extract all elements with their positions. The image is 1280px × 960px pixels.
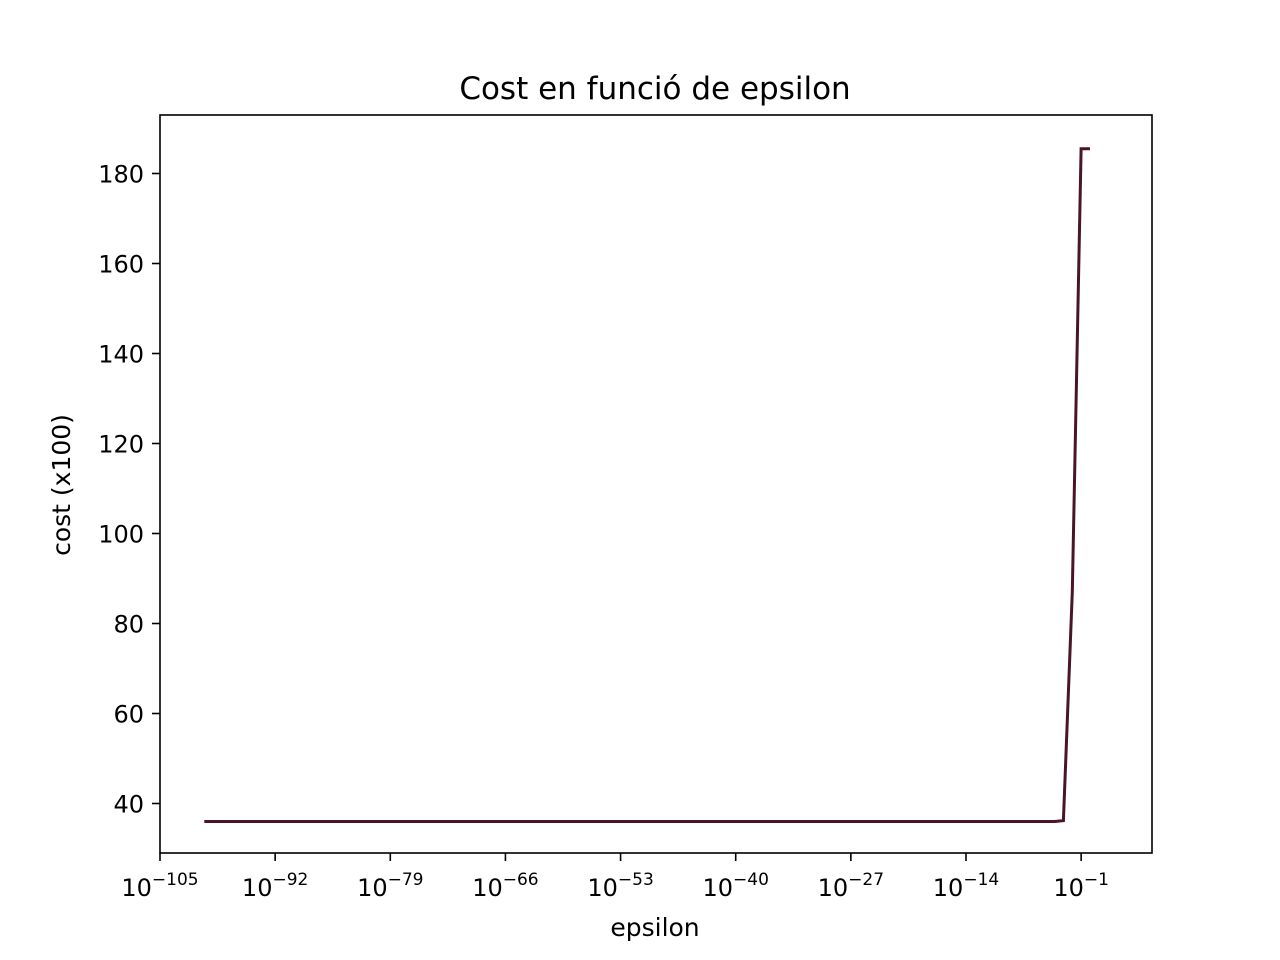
series-line: [204, 147, 1090, 823]
x-tick-exponent: −79: [388, 870, 424, 890]
x-tick-exponent: −92: [272, 870, 308, 890]
plot-area: 10−105 10−92 10−79 10−66 10−53 10−40 10−27 10−1…: [98, 114, 1153, 902]
y-tick-label: 180: [98, 161, 144, 189]
y-tick-label: 140: [98, 341, 144, 369]
y-tick-label: 40: [113, 791, 144, 819]
x-tick-exponent: −1: [1084, 870, 1109, 890]
x-tick-exponent: −105: [152, 870, 199, 890]
x-tick-exponent: −14: [963, 870, 999, 890]
x-tick-exponent: −27: [848, 870, 884, 890]
x-tick-label: 10−92: [242, 870, 308, 902]
x-tick-label: 10−79: [357, 870, 423, 902]
x-tick-label: 10−27: [818, 870, 884, 902]
x-tick-base: 10: [357, 874, 388, 902]
x-axis-label: epsilon: [610, 913, 699, 942]
x-tick-exponent: −66: [503, 870, 539, 890]
y-tick-label: 160: [98, 251, 144, 279]
chart-title: Cost en funció de epsilon: [459, 71, 850, 107]
x-tick-base: 10: [818, 874, 849, 902]
x-tick-label: 10−1: [1053, 870, 1109, 902]
x-tick-base: 10: [702, 874, 733, 902]
x-tick-base: 10: [933, 874, 964, 902]
x-tick-base: 10: [1053, 874, 1084, 902]
x-tick-base: 10: [121, 874, 152, 902]
y-tick-label: 80: [113, 611, 144, 639]
y-tick-label: 60: [113, 701, 144, 729]
y-axis-ticks: 40 60 80 100 120 140 160 180: [98, 161, 160, 819]
x-tick-label: 10−40: [702, 870, 768, 902]
x-tick-label: 10−14: [933, 870, 999, 902]
x-axis-ticks: 10−105 10−92 10−79 10−66 10−53 10−40 10−27 10−1…: [121, 853, 1109, 902]
y-axis-label: cost (x100): [47, 414, 76, 556]
plot-frame: [159, 114, 1153, 854]
x-tick-base: 10: [242, 874, 273, 902]
x-tick-base: 10: [587, 874, 618, 902]
x-tick-exponent: −53: [618, 870, 654, 890]
x-tick-exponent: −40: [733, 870, 769, 890]
y-tick-label: 100: [98, 521, 144, 549]
x-tick-label: 10−66: [472, 870, 538, 902]
y-tick-label: 120: [98, 431, 144, 459]
x-tick-label: 10−53: [587, 870, 653, 902]
x-tick-base: 10: [472, 874, 503, 902]
x-tick-label: 10−105: [121, 870, 198, 902]
